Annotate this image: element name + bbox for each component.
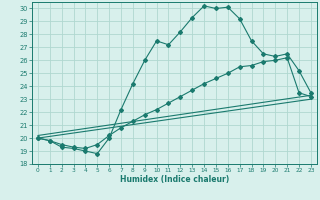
X-axis label: Humidex (Indice chaleur): Humidex (Indice chaleur): [120, 175, 229, 184]
